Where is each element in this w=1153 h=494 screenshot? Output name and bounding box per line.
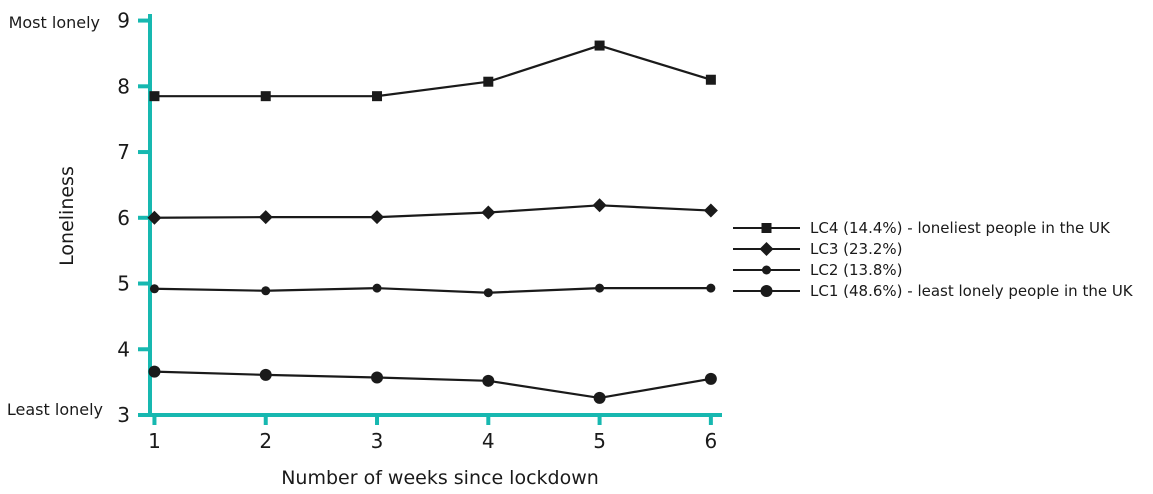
series-line	[154, 287, 711, 294]
x-tick-label: 4	[482, 429, 495, 453]
x-tick-label: 3	[371, 429, 384, 453]
data-point	[148, 365, 161, 378]
legend-label: LC3 (23.2%)	[810, 240, 903, 258]
data-point	[149, 91, 160, 102]
x-tick-label: 6	[705, 429, 718, 453]
data-point	[483, 288, 493, 298]
y-tick-label: 5	[117, 272, 130, 296]
legend-item: LC1 (48.6%) - least lonely people in the…	[733, 282, 1134, 300]
data-point	[593, 391, 606, 404]
series-line	[154, 370, 712, 400]
data-point	[482, 374, 495, 387]
y-tick-label: 8	[117, 74, 130, 98]
data-point	[370, 210, 385, 225]
series-1	[149, 40, 716, 102]
data-point	[705, 74, 716, 85]
data-point	[704, 372, 717, 385]
y-tick-label: 7	[117, 140, 130, 164]
data-point	[703, 203, 718, 218]
y-axis-title: Loneliness	[56, 166, 78, 266]
x-tick-label: 5	[593, 429, 606, 453]
data-point	[706, 283, 716, 293]
data-point	[595, 283, 605, 293]
y-tick-label: 4	[117, 337, 130, 361]
series-2	[147, 198, 718, 225]
x-axis-title: Number of weeks since lockdown	[281, 467, 599, 489]
legend-item: LC2 (13.8%)	[733, 261, 903, 279]
series-line	[154, 44, 712, 98]
y-tick-label: 6	[117, 206, 130, 230]
data-point	[594, 40, 605, 51]
data-point	[372, 91, 383, 102]
data-point	[260, 91, 271, 102]
axes: 3 4 5 6 7 8 9 1 2 3 4 5 6	[117, 9, 722, 453]
legend-label: LC1 (48.6%) - least lonely people in the…	[810, 282, 1134, 300]
legend-item: LC4 (14.4%) - loneliest people in the UK	[733, 219, 1111, 237]
data-point	[371, 371, 384, 384]
y-end-label-bottom: Least lonely	[7, 400, 103, 419]
x-tick-label: 1	[148, 429, 161, 453]
series-3	[149, 283, 716, 298]
data-point	[149, 284, 159, 294]
series-layer	[147, 40, 718, 404]
y-tick-label: 3	[117, 403, 130, 427]
y-tick-label: 9	[117, 9, 130, 33]
legend-label: LC4 (14.4%) - loneliest people in the UK	[810, 219, 1111, 237]
legend-marker	[760, 285, 773, 297]
y-end-label-top: Most lonely	[9, 13, 100, 32]
data-point	[483, 76, 494, 87]
x-tick-label: 2	[259, 429, 272, 453]
legend: LC4 (14.4%) - loneliest people in the UK…	[733, 219, 1134, 300]
data-point	[147, 210, 162, 225]
legend-marker	[759, 242, 774, 256]
data-point	[258, 210, 273, 225]
legend-marker	[762, 265, 771, 275]
series-line	[154, 204, 711, 219]
data-point	[261, 286, 271, 296]
data-point	[259, 368, 272, 381]
data-point	[481, 205, 496, 220]
data-point	[592, 198, 607, 213]
legend-marker	[761, 223, 772, 233]
legend-item: LC3 (23.2%)	[733, 240, 903, 258]
legend-label: LC2 (13.8%)	[810, 261, 903, 279]
data-point	[372, 283, 382, 293]
series-4	[148, 365, 717, 404]
